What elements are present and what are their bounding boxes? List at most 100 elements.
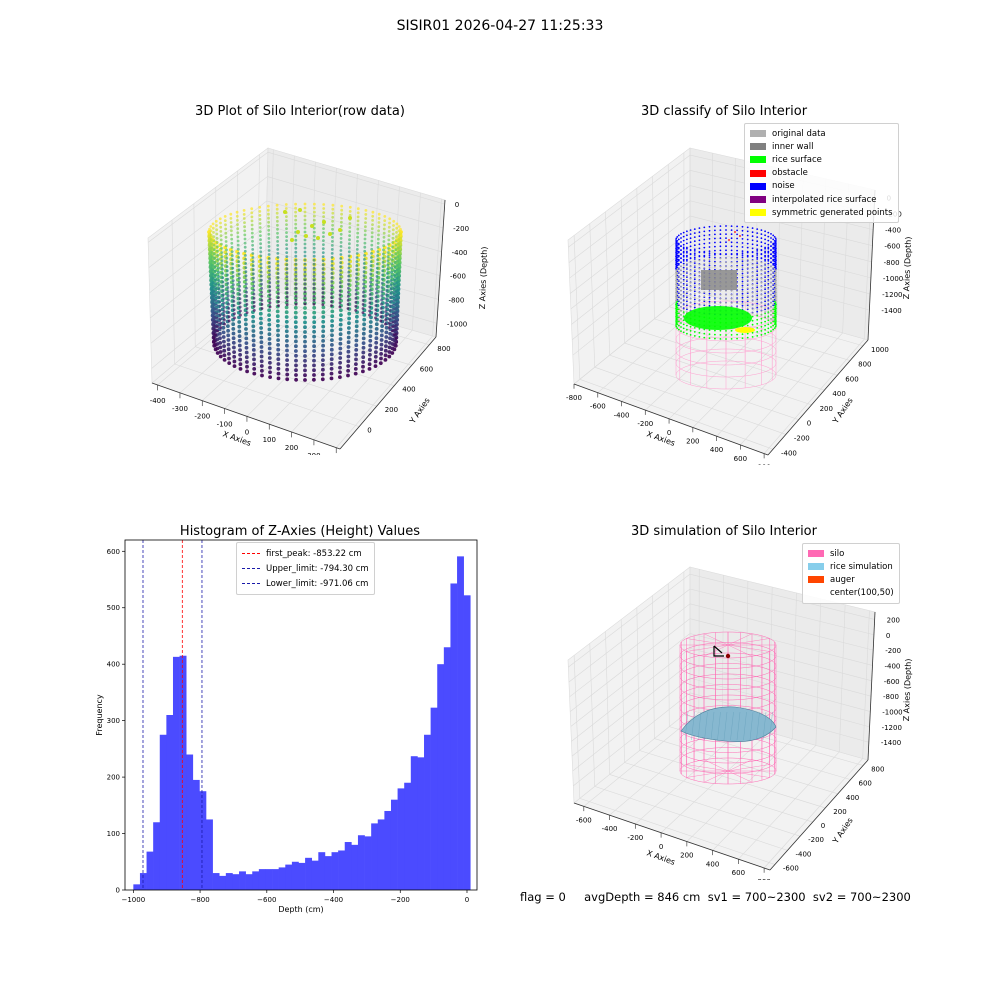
scatter-point (772, 246, 775, 249)
scatter-point (693, 280, 696, 283)
scatter-point (760, 325, 763, 328)
panel-title-raw: 3D Plot of Silo Interior(row data) (195, 104, 405, 119)
obstacle-point (728, 239, 730, 241)
scatter-point (250, 223, 254, 227)
scatter-point (232, 308, 236, 311)
scatter-point (719, 302, 722, 304)
scatter-point (767, 258, 770, 261)
scatter-point (756, 286, 759, 289)
scatter-point (775, 239, 777, 241)
legend-label: Upper_limit: -794.30 cm (266, 563, 369, 574)
scatter-point (741, 337, 744, 340)
scatter-point (227, 356, 231, 361)
scatter-point (376, 262, 379, 266)
scatter-point (682, 315, 685, 318)
scatter-point (751, 279, 754, 282)
scatter-point (775, 259, 777, 262)
x-tick-label: 0 (465, 896, 469, 904)
scatter-point (355, 280, 358, 284)
scatter-point (708, 225, 711, 228)
scatter-point (362, 327, 366, 331)
histogram-bar (206, 819, 213, 890)
figure-title: SISIR01 2026-04-27 11:25:33 (396, 18, 604, 34)
scatter-point (767, 308, 770, 311)
legend-item: symmetric generated points (750, 206, 893, 219)
scatter-point (686, 280, 688, 282)
scatter-point (693, 305, 696, 307)
z-tick-label: -1400 (881, 739, 901, 747)
scatter-point (361, 355, 366, 360)
scatter-point (387, 238, 391, 242)
scatter-point (682, 250, 685, 253)
histogram-bar (278, 867, 286, 890)
scatter-point (384, 310, 388, 313)
scatter-point (682, 319, 685, 322)
y-gridline (639, 750, 826, 809)
scatter-point (389, 283, 393, 287)
scatter-point (698, 300, 701, 302)
scatter-point (764, 304, 766, 307)
scatter-point (354, 292, 358, 296)
scatter-point (736, 257, 738, 260)
scatter-point (312, 339, 316, 344)
histogram-bar (133, 884, 141, 890)
scatter-point (260, 303, 264, 306)
scatter-point (229, 212, 233, 216)
scatter-point (346, 345, 351, 349)
scatter-point (244, 331, 249, 336)
scatter-point (347, 254, 351, 258)
scatter-point (285, 291, 289, 295)
scatter-point (338, 289, 342, 293)
scatter-point (689, 330, 692, 332)
histogram-bar (179, 655, 187, 890)
legend-item: auger (808, 573, 894, 586)
rice-mesh-line (769, 711, 773, 741)
scatter-point (231, 336, 236, 341)
scatter-point (362, 290, 365, 294)
scatter-point (222, 305, 226, 309)
z-gridline (267, 176, 444, 229)
scatter-point (226, 328, 231, 333)
scatter-point (395, 315, 399, 318)
scatter-point (693, 301, 696, 303)
scatter-point (276, 338, 280, 342)
scatter-point (244, 327, 248, 331)
legend-item: center(100,50) (808, 587, 894, 600)
histogram-bar (291, 861, 299, 890)
scatter-point (676, 284, 679, 287)
scatter-point (221, 276, 225, 280)
scatter-point (267, 212, 270, 216)
scatter-point (388, 309, 392, 312)
scatter-point (686, 324, 688, 327)
scatter-point (268, 301, 272, 305)
scatter-point (303, 286, 307, 290)
scatter-point (219, 221, 222, 225)
silo-spoke (727, 759, 753, 772)
scatter-point (746, 238, 749, 241)
scatter-point (770, 261, 772, 264)
scatter-point (756, 282, 759, 285)
scatter-point (767, 239, 770, 242)
scatter-point (770, 285, 772, 288)
scatter-point (760, 273, 763, 276)
scatter-point (708, 252, 711, 255)
scatter-point (312, 254, 316, 258)
scatter-point (303, 354, 307, 358)
scatter-point (741, 302, 744, 305)
scatter-point (231, 266, 235, 270)
scatter-point (693, 236, 696, 239)
legend-item: rice surface (750, 153, 893, 166)
scatter-point (267, 261, 271, 264)
scatter-point (285, 295, 289, 299)
x-gridline (371, 180, 379, 319)
scatter-point (760, 302, 763, 304)
scatter-point (371, 223, 374, 227)
scatter-point (294, 218, 298, 222)
scatter-point (770, 269, 772, 272)
scatter-point (322, 239, 325, 243)
scatter-point (703, 250, 706, 253)
y-tick-label: 800 (871, 766, 884, 774)
scatter-point (746, 271, 749, 273)
scatter-point (703, 262, 706, 265)
scatter-point (677, 258, 680, 261)
